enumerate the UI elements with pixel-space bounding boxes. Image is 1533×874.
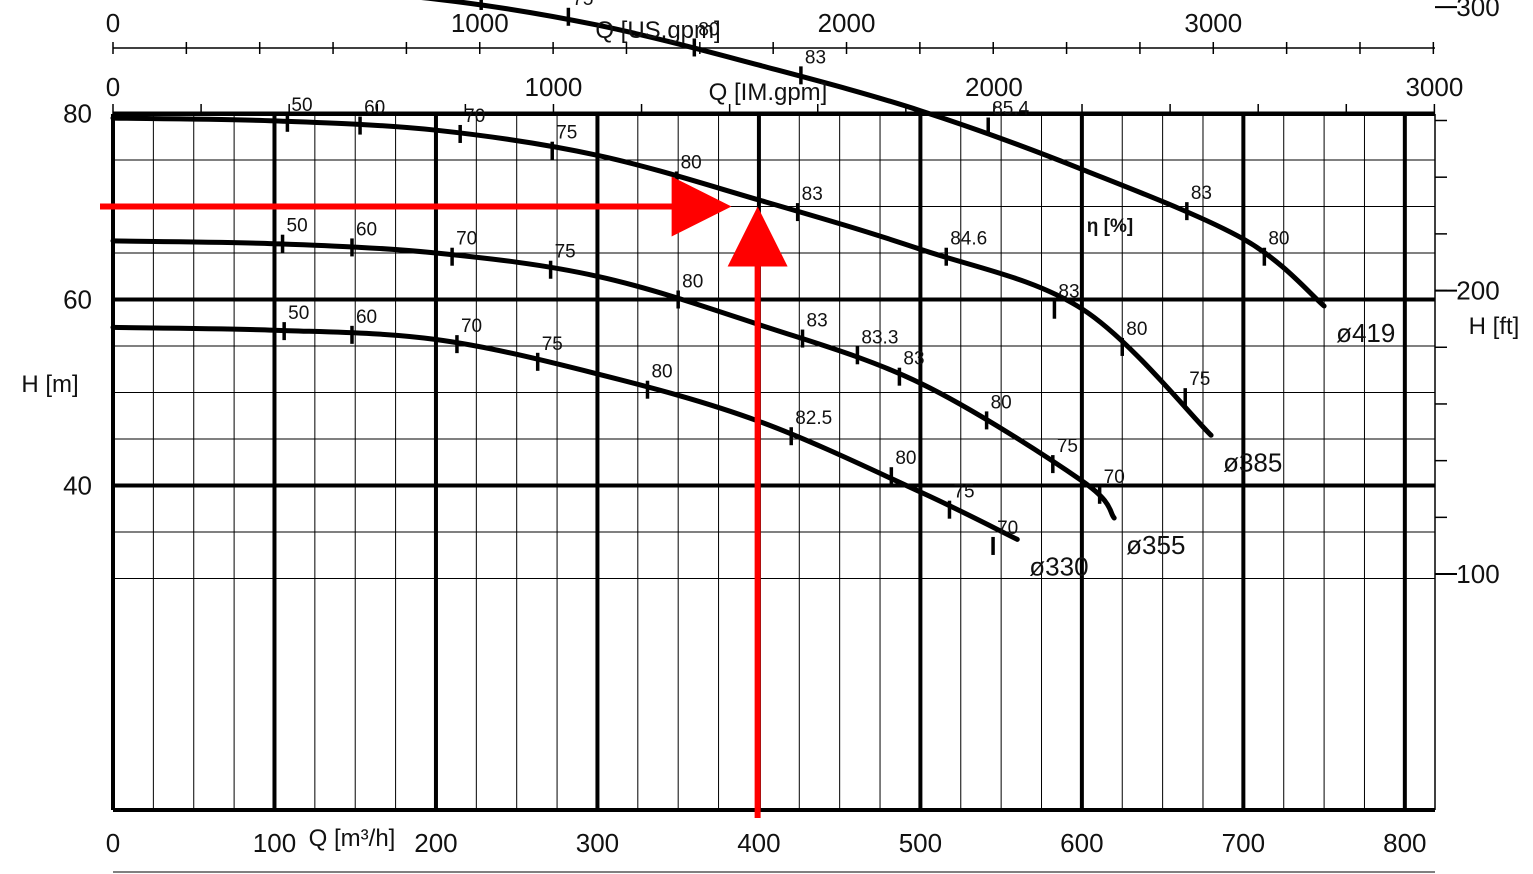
head-curve-d385 (110, 115, 1214, 438)
operating-point-arrows (100, 176, 788, 818)
x-tick-label: 0 (106, 828, 120, 858)
efficiency-label: 60 (364, 98, 385, 119)
efficiency-label: 82.5 (795, 408, 832, 429)
efficiency-label: 70 (1104, 467, 1125, 488)
efficiency-label: 80 (681, 152, 702, 173)
efficiency-label: 50 (288, 303, 309, 324)
ft-tick-label: 300 (1456, 0, 1499, 22)
efficiency-label: 60 (356, 219, 377, 240)
top-im-gpm-axis-title: Q [IM.gpm] (709, 79, 828, 106)
efficiency-label: 80 (895, 448, 916, 469)
efficiency-label: 50 (287, 216, 308, 237)
efficiency-label: 83 (903, 349, 924, 370)
efficiency-label: 75 (542, 334, 563, 355)
us-gpm-tick-label: 1000 (451, 8, 509, 38)
us-gpm-tick-label: 0 (106, 8, 120, 38)
efficiency-label: 83.3 (861, 327, 898, 348)
efficiency-legend-label: η [%] (1087, 216, 1133, 237)
efficiency-label: 70 (464, 106, 485, 127)
efficiency-label: 75 (953, 482, 974, 503)
axes: 0100200300400500600700800406080100010002… (63, 0, 1500, 873)
y-tick-label: 40 (63, 471, 92, 501)
right-ft-axis-title: H [ft] (1469, 313, 1520, 340)
efficiency-label: 83 (802, 184, 823, 205)
im-gpm-tick-label: 1000 (525, 72, 583, 102)
diameter-label: ø419 (1336, 318, 1395, 348)
efficiency-label: 75 (556, 123, 577, 144)
ft-tick-label: 200 (1456, 276, 1499, 306)
head-curve-d419 (421, 0, 1327, 309)
im-gpm-tick-label: 0 (106, 72, 120, 102)
top-us-gpm-axis-title: Q [US.gpm] (595, 17, 720, 44)
efficiency-label: 80 (682, 272, 703, 293)
efficiency-label: 75 (555, 242, 576, 263)
efficiency-label: 75 (572, 0, 593, 10)
efficiency-label: 83 (1058, 282, 1079, 303)
efficiency-label: 60 (356, 307, 377, 328)
y-tick-label: 60 (63, 285, 92, 315)
efficiency-label: 75 (1057, 436, 1078, 457)
efficiency-label: 80 (1268, 229, 1289, 250)
efficiency-label: 83 (807, 311, 828, 332)
y-axis-title: H [m] (21, 371, 78, 398)
efficiency-label: 80 (651, 362, 672, 383)
x-tick-label: 100 (253, 828, 296, 858)
x-tick-label: 700 (1222, 828, 1265, 858)
efficiency-label: 50 (291, 95, 312, 116)
x-tick-label: 200 (414, 828, 457, 858)
efficiency-label: 70 (997, 518, 1018, 539)
efficiency-label: 83 (805, 47, 826, 68)
efficiency-label: 70 (456, 229, 477, 250)
x-tick-label: 600 (1060, 828, 1103, 858)
diameter-label: ø355 (1126, 530, 1185, 560)
efficiency-label: 70 (461, 316, 482, 337)
y-tick-label: 80 (63, 99, 92, 129)
head-curve-d355 (110, 238, 1117, 521)
im-gpm-tick-label: 2000 (965, 72, 1023, 102)
efficiency-label: 80 (991, 392, 1012, 413)
efficiency-label: 80 (1126, 319, 1147, 340)
efficiency-label: 80 (698, 19, 719, 40)
ft-tick-label: 100 (1456, 559, 1499, 589)
x-tick-label: 500 (899, 828, 942, 858)
efficiency-label: 83 (1191, 183, 1212, 204)
us-gpm-tick-label: 2000 (818, 8, 876, 38)
x-tick-label: 400 (737, 828, 780, 858)
efficiency-label: 85.4 (992, 99, 1029, 120)
head-curve-d330 (110, 324, 1020, 542)
efficiency-label: 75 (1189, 369, 1210, 390)
x-tick-label: 800 (1383, 828, 1426, 858)
us-gpm-tick-label: 3000 (1184, 8, 1242, 38)
efficiency-label: 84.6 (950, 229, 987, 250)
diameter-label: ø330 (1029, 551, 1088, 581)
x-tick-label: 300 (576, 828, 619, 858)
head-curves: 50 60 70 75 80 83 85.4 83 80 ø419 50 60 70 75 80 83 84.6… (110, 0, 1395, 581)
x-axis-title: Q [m³/h] (309, 825, 396, 852)
diameter-label: ø385 (1223, 447, 1282, 477)
im-gpm-tick-label: 3000 (1405, 72, 1463, 102)
